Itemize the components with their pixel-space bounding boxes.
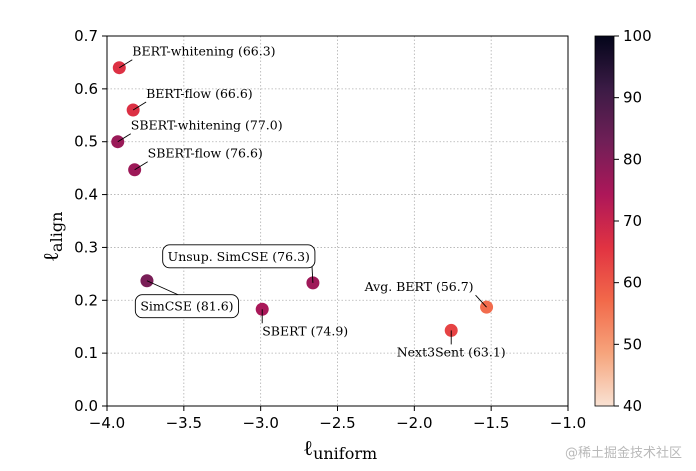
x-tick-label: −2.0: [396, 414, 432, 432]
colorbar-tick-label: 100: [623, 27, 652, 45]
point-label: Next3Sent (63.1): [397, 344, 506, 359]
x-axis: −4.0 −3.5 −3.0 −2.5 −2.0 −1.5 −1.0: [89, 406, 586, 432]
colorbar-ticks: 40 50 60 70 80 90 100: [614, 27, 652, 415]
y-tick-label: 0.4: [74, 186, 98, 204]
leader-line: [132, 101, 147, 111]
x-tick-label: −2.5: [319, 414, 355, 432]
x-tick-label: −4.0: [89, 414, 125, 432]
colorbar-tick-label: 80: [623, 150, 642, 168]
colorbar-tick-label: 50: [623, 335, 642, 353]
leader-line: [117, 133, 131, 143]
colorbar: [594, 35, 615, 407]
x-tick-label: −1.5: [473, 414, 509, 432]
leader-line: [475, 294, 487, 308]
y-tick-label: 0.7: [74, 27, 98, 45]
y-tick-label: 0.6: [74, 80, 98, 98]
colorbar-tick-label: 40: [623, 397, 642, 415]
point-label: SBERT-whitening (77.0): [131, 118, 283, 133]
x-axis-label: ℓuniform: [303, 436, 377, 463]
y-tick-label: 0.3: [74, 238, 98, 256]
point-label: SBERT-flow (76.6): [148, 146, 263, 161]
y-tick-label: 0.2: [74, 291, 98, 309]
label-box: [134, 294, 240, 319]
point-label: SimCSE (81.6): [140, 299, 233, 314]
point-label: Avg. BERT (56.7): [364, 279, 474, 294]
x-tick-label: −1.0: [550, 414, 586, 432]
point-labels: BERT-whitening (66.3) BERT-flow (66.6) SBE…: [117, 44, 506, 359]
leader-line: [134, 161, 148, 171]
point-label: BERT-whitening (66.3): [132, 44, 275, 59]
x-tick-label: −3.5: [166, 414, 202, 432]
leader-line: [311, 264, 314, 283]
colorbar-tick-label: 60: [623, 274, 642, 292]
y-axis-label: ℓalign: [39, 212, 66, 262]
label-box: [162, 244, 316, 269]
colorbar-tick-label: 70: [623, 212, 642, 230]
leader-line: [119, 59, 133, 69]
colorbar-tick-label: 90: [623, 89, 642, 107]
watermark: @稀土掘金技术社区: [564, 446, 682, 461]
x-tick-label: −3.0: [242, 414, 278, 432]
point-label: Unsup. SimCSE (76.3): [168, 249, 310, 264]
y-tick-label: 0.5: [74, 133, 98, 151]
y-tick-label: 0.1: [74, 344, 98, 362]
point-label: SBERT (74.9): [262, 323, 348, 338]
point-label: BERT-flow (66.6): [146, 86, 253, 101]
y-tick-label: 0.0: [74, 397, 98, 415]
y-axis: 0.0 0.1 0.2 0.3 0.4 0.5 0.6 0.7: [74, 27, 107, 415]
